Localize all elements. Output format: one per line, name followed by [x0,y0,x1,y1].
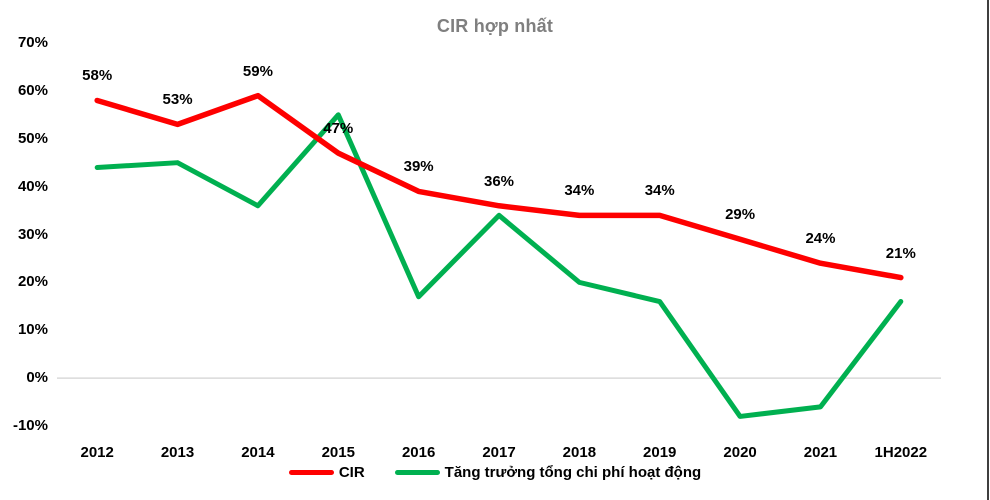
legend-item-expense-growth: Tăng trưởng tổng chi phí hoạt động [394,463,702,481]
legend-item-cir: CIR [288,463,365,481]
x-axis-label: 2016 [401,444,436,461]
x-axis-label: 1H2022 [874,444,928,461]
y-axis-tick-label: 0% [26,369,48,387]
data-label: 34% [644,182,675,200]
chart-title: CIR hợp nhất [436,16,554,36]
x-axis-label: 2012 [80,444,114,461]
x-axis-label: 2019 [643,444,677,461]
x-axis-label: 2021 [803,444,838,461]
x-axis-label: 2015 [321,444,355,461]
data-label: 39% [403,158,434,176]
legend-swatch-cir [288,469,334,475]
x-axis-label: 2018 [562,444,597,461]
data-label: 21% [885,244,916,262]
y-axis-tick-label: -10% [12,417,48,434]
y-axis-tick-label: 60% [17,81,48,99]
data-label: 36% [483,172,515,190]
y-axis-tick-label: 70% [17,34,48,51]
legend-label-expense-growth: Tăng trưởng tổng chi phí hoạt động [444,463,702,481]
y-axis-tick-label: 10% [17,321,48,339]
legend: CIR Tăng trưởng tổng chi phí hoạt động [0,461,990,483]
y-axis-tick-label: 20% [17,273,48,291]
x-axis-label: 2013 [160,444,195,461]
x-axis-label: 2020 [723,444,757,461]
data-label: 58% [82,67,113,85]
data-label: 29% [725,206,756,224]
legend-label-cir: CIR [338,463,365,481]
right-border-line [987,0,989,500]
y-axis-tick-label: 40% [17,177,48,195]
legend-swatch-expense-growth [394,469,440,475]
x-axis-label: 2017 [482,444,516,461]
cir-line-series [94,92,904,281]
y-axis-tick-label: 50% [17,129,48,147]
expense-growth-line-series [94,112,904,419]
y-axis-tick-label: 30% [17,225,48,243]
data-label: 59% [242,62,273,80]
data-label: 24% [805,230,836,248]
data-label: 53% [162,91,193,109]
data-label: 47% [323,120,354,138]
x-axis-label: 2014 [241,444,275,461]
data-label: 34% [564,182,595,200]
